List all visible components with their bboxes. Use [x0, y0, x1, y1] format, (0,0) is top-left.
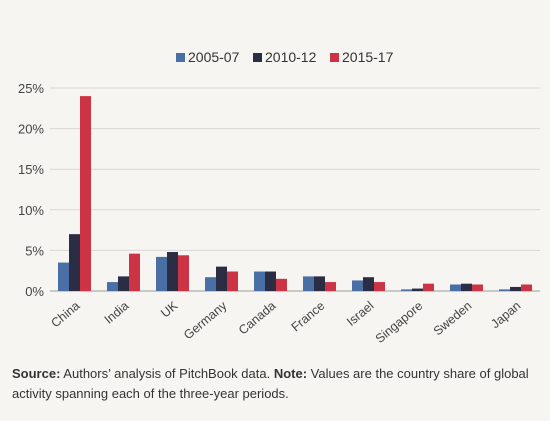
bar — [450, 284, 461, 291]
bar — [58, 262, 69, 291]
bar — [472, 284, 483, 291]
bar — [107, 282, 118, 291]
bar — [69, 234, 80, 291]
bar — [363, 277, 374, 291]
x-tick-label: France — [289, 299, 328, 335]
bar — [499, 289, 510, 291]
y-tick-label: 10% — [18, 203, 44, 218]
bar — [412, 288, 423, 291]
chart-caption: Source: Authors’ analysis of PitchBook d… — [12, 364, 542, 404]
bar — [352, 280, 363, 291]
legend-swatch — [176, 53, 185, 62]
bar — [423, 283, 434, 291]
x-tick-label: Germany — [181, 298, 230, 342]
legend-swatch — [330, 53, 339, 62]
y-tick-label: 0% — [25, 284, 44, 299]
y-tick-label: 5% — [25, 243, 44, 258]
bar — [216, 266, 227, 291]
bar — [156, 256, 167, 291]
source-text: Authors’ analysis of PitchBook data. — [60, 366, 274, 381]
bar — [265, 271, 276, 291]
x-tick-label: Singapore — [373, 299, 426, 346]
legend-swatch — [253, 53, 262, 62]
bar — [401, 289, 412, 291]
y-tick-label: 15% — [18, 162, 44, 177]
y-tick-label: 25% — [18, 81, 44, 96]
x-tick-label: India — [102, 299, 132, 327]
bar — [227, 271, 238, 291]
legend-label: 2015-17 — [342, 49, 394, 65]
bar — [325, 282, 336, 291]
x-tick-label: Sweden — [431, 299, 475, 339]
bar — [374, 282, 385, 291]
legend-label: 2010-12 — [265, 49, 317, 65]
note-label: Note: — [273, 366, 308, 381]
bar — [510, 286, 521, 291]
bar — [303, 276, 314, 291]
bar — [205, 277, 216, 291]
x-tick-label: Canada — [236, 299, 279, 338]
bar — [314, 276, 325, 291]
bar — [129, 253, 140, 291]
bar — [80, 96, 91, 292]
bar — [276, 278, 287, 291]
bar — [167, 252, 178, 291]
x-tick-label: Israel — [344, 299, 376, 329]
note-text: Values are the country share of global a… — [12, 366, 529, 401]
x-tick-label: China — [48, 299, 82, 331]
source-label: Source: — [12, 366, 61, 381]
bar — [461, 283, 472, 291]
x-tick-label: Japan — [488, 299, 523, 332]
bar — [178, 255, 189, 291]
y-tick-label: 20% — [18, 122, 44, 137]
bar — [521, 284, 532, 291]
bar-chart: 0% 5% 10% 15% 20% 25% 2005-07 2010-12 2015-17 Chi… — [18, 49, 540, 346]
legend-label: 2005-07 — [188, 49, 240, 65]
bar — [254, 271, 265, 291]
bar — [118, 276, 129, 291]
x-tick-label: UK — [158, 298, 181, 320]
